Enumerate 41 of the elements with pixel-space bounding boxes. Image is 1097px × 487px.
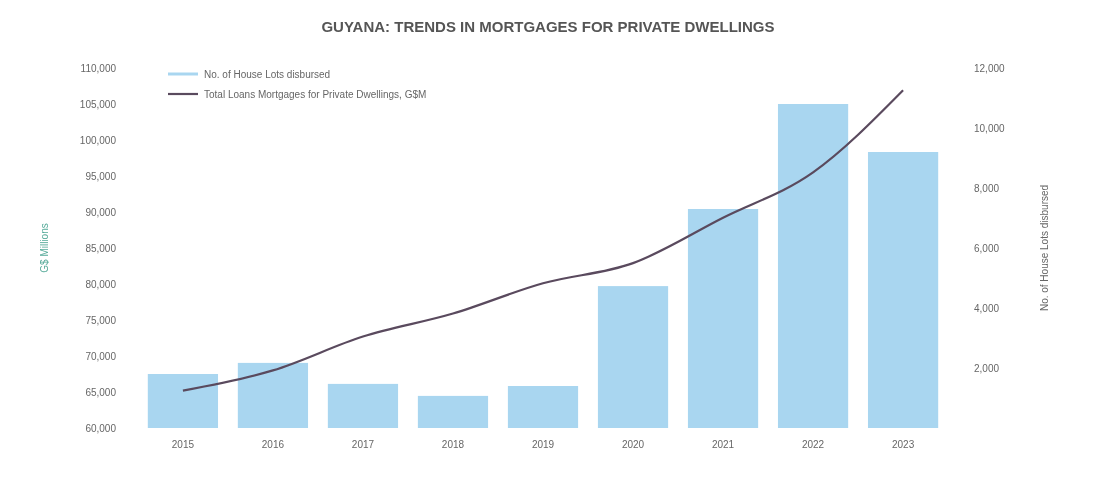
x-tick-label: 2021	[711, 439, 735, 450]
legend-label: No. of House Lots disbursed	[204, 68, 331, 80]
y-tick-label: 80,000	[85, 278, 117, 290]
x-tick-label: 2015	[171, 439, 195, 450]
bar	[147, 374, 219, 428]
x-tick-label: 2023	[891, 439, 915, 450]
y-tick-label: 95,000	[85, 170, 117, 182]
x-tick-label: 2017	[351, 439, 375, 450]
y-tick-label: 70,000	[85, 350, 117, 362]
y2-tick-label: 12,000	[974, 62, 1006, 74]
legend-label: Total Loans Mortgages for Private Dwellings, G$M	[204, 88, 427, 100]
bar	[507, 386, 579, 428]
y2-tick-label: 2,000	[974, 362, 1000, 374]
bar	[417, 395, 489, 428]
x-tick-label: 2019	[531, 439, 555, 450]
bar	[237, 362, 309, 428]
y-axis-title: G$ Millions	[39, 223, 50, 273]
y-tick-label: 100,000	[79, 134, 117, 146]
x-tick-label: 2020	[621, 439, 645, 450]
y2-tick-label: 8,000	[974, 182, 1000, 194]
y-tick-label: 110,000	[80, 62, 117, 74]
y-tick-label: 85,000	[85, 242, 117, 254]
bar	[867, 152, 939, 428]
line-series	[181, 89, 905, 392]
chart-title: GUYANA: TRENDS IN MORTGAGES FOR PRIVATE DWELLINGS	[321, 18, 775, 35]
y-tick-label: 60,000	[85, 422, 117, 434]
y2-tick-label: 6,000	[974, 242, 1000, 254]
y-tick-label: 105,000	[79, 98, 117, 110]
x-tick-label: 2016	[261, 439, 285, 450]
x-tick-label: 2018	[441, 439, 465, 450]
bar	[687, 209, 759, 428]
bar	[327, 383, 399, 428]
y-tick-label: 65,000	[85, 386, 117, 398]
bar	[597, 286, 669, 428]
y2-axis-title: No. of House Lots disbursed	[1039, 184, 1050, 312]
y2-tick-label: 10,000	[974, 122, 1006, 134]
y-tick-label: 90,000	[85, 206, 117, 218]
x-tick-label: 2022	[801, 439, 825, 450]
y-tick-label: 75,000	[85, 314, 117, 326]
bar	[777, 104, 849, 428]
y2-tick-label: 4,000	[974, 302, 1000, 314]
